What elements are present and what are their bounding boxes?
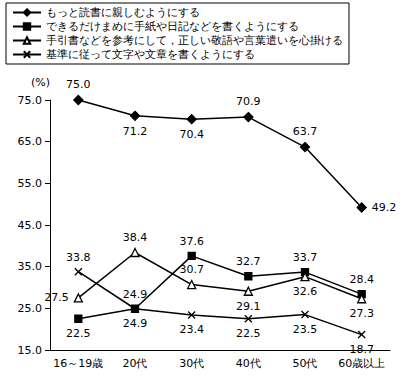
svg-text:できるだけまめに手紙や日記などを書くようにする: できるだけまめに手紙や日記などを書くようにする bbox=[46, 20, 299, 33]
svg-text:29.1: 29.1 bbox=[236, 300, 261, 313]
svg-text:24.9: 24.9 bbox=[123, 288, 148, 301]
svg-text:49.2: 49.2 bbox=[372, 201, 397, 214]
svg-text:20代: 20代 bbox=[123, 357, 148, 370]
svg-text:75.0: 75.0 bbox=[18, 94, 43, 107]
svg-text:27.3: 27.3 bbox=[349, 307, 374, 320]
svg-text:71.2: 71.2 bbox=[123, 125, 148, 138]
svg-text:30代: 30代 bbox=[179, 357, 204, 370]
svg-text:30.7: 30.7 bbox=[179, 263, 204, 276]
svg-text:(%): (%) bbox=[31, 76, 50, 89]
svg-text:24.9: 24.9 bbox=[123, 317, 148, 330]
svg-text:63.7: 63.7 bbox=[293, 125, 318, 138]
svg-text:45.0: 45.0 bbox=[18, 219, 43, 232]
svg-text:50代: 50代 bbox=[293, 357, 318, 370]
svg-text:もっと読書に親しむようにする: もっと読書に親しむようにする bbox=[46, 6, 200, 19]
svg-text:75.0: 75.0 bbox=[66, 78, 91, 91]
svg-text:18.7: 18.7 bbox=[349, 343, 374, 356]
svg-text:33.8: 33.8 bbox=[66, 251, 91, 264]
svg-text:37.6: 37.6 bbox=[179, 235, 204, 248]
svg-text:70.9: 70.9 bbox=[236, 95, 261, 108]
svg-text:28.4: 28.4 bbox=[349, 273, 374, 286]
svg-text:15.0: 15.0 bbox=[18, 344, 43, 357]
svg-text:手引書などを参考にして，正しい敬語や言葉遣いを心掛ける: 手引書などを参考にして，正しい敬語や言葉遣いを心掛ける bbox=[46, 34, 343, 47]
svg-text:55.0: 55.0 bbox=[18, 177, 43, 190]
svg-text:35.0: 35.0 bbox=[18, 260, 43, 273]
svg-text:27.5: 27.5 bbox=[44, 291, 69, 304]
svg-text:65.0: 65.0 bbox=[18, 135, 43, 148]
svg-text:22.5: 22.5 bbox=[66, 327, 91, 340]
svg-text:70.4: 70.4 bbox=[179, 128, 204, 141]
svg-text:25.0: 25.0 bbox=[18, 302, 43, 315]
svg-text:22.5: 22.5 bbox=[236, 327, 261, 340]
svg-text:38.4: 38.4 bbox=[123, 231, 148, 244]
svg-text:60歳以上: 60歳以上 bbox=[338, 357, 385, 370]
svg-text:基準に従って文字や文章を書くようにする: 基準に従って文字や文章を書くようにする bbox=[46, 48, 255, 61]
svg-text:40代: 40代 bbox=[236, 357, 261, 370]
svg-text:23.5: 23.5 bbox=[293, 323, 318, 336]
svg-text:32.6: 32.6 bbox=[293, 285, 318, 298]
svg-text:16～19歳: 16～19歳 bbox=[53, 357, 103, 370]
svg-text:33.7: 33.7 bbox=[293, 251, 318, 264]
svg-text:32.7: 32.7 bbox=[236, 255, 261, 268]
svg-text:23.4: 23.4 bbox=[179, 323, 204, 336]
